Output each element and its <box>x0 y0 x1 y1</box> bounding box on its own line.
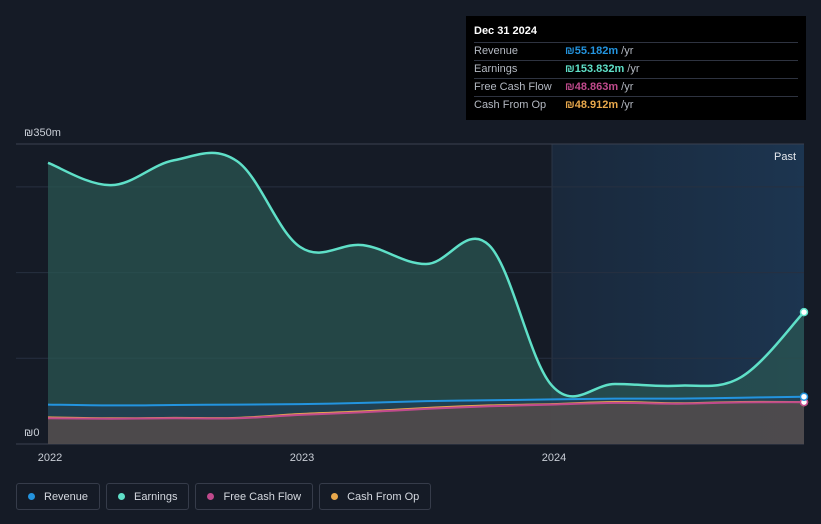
tooltip-value: ₪48.912m <box>565 99 619 111</box>
tooltip-value: ₪48.863m <box>565 81 619 93</box>
tooltip-date: Dec 31 2024 <box>474 24 798 43</box>
legend-label: Cash From Op <box>347 490 420 503</box>
x-tick-label: 2024 <box>542 452 566 464</box>
x-tick-label: 2022 <box>38 452 62 464</box>
tooltip-label: Earnings <box>474 63 518 75</box>
series-area-earnings <box>48 152 804 444</box>
series-area-cash-from-op <box>48 401 804 444</box>
series-line-earnings <box>47 151 805 398</box>
tooltip-value: ₪55.182m <box>565 45 619 57</box>
data-tooltip: Dec 31 2024 Revenue ₪55.182m /yr Earning… <box>466 16 806 120</box>
y-axis-min-label: ₪0 <box>24 427 39 439</box>
tooltip-value: ₪153.832m <box>565 63 625 75</box>
legend-item-cash-from-op[interactable]: Cash From Op <box>319 483 432 510</box>
series-end-point-revenue <box>799 392 809 401</box>
legend-dot-icon <box>331 493 339 500</box>
tooltip-label: Cash From Op <box>474 99 547 111</box>
x-tick-label: 2023 <box>290 452 314 464</box>
legend-item-earnings[interactable]: Earnings <box>106 483 190 510</box>
series-end-point-earnings <box>799 307 809 317</box>
tooltip-unit: /yr <box>621 99 634 111</box>
legend-item-revenue[interactable]: Revenue <box>16 483 101 510</box>
tooltip-label: Free Cash Flow <box>474 81 552 93</box>
tooltip-row-revenue: Revenue ₪55.182m /yr <box>474 43 798 61</box>
tooltip-unit: /yr <box>627 63 640 75</box>
past-label: Past <box>774 151 796 163</box>
tooltip-label: Revenue <box>474 45 519 57</box>
tooltip-row-free-cash-flow: Free Cash Flow ₪48.863m /yr <box>474 79 798 97</box>
legend-label: Free Cash Flow <box>223 490 302 503</box>
tooltip-row-earnings: Earnings ₪153.832m /yr <box>474 61 798 79</box>
tooltip-row-cash-from-op: Cash From Op ₪48.912m /yr <box>474 97 798 114</box>
legend-dot-icon <box>28 493 35 500</box>
y-axis-max-label: ₪350m <box>24 127 61 139</box>
series-area-free-cash-flow <box>48 402 804 444</box>
tooltip-unit: /yr <box>621 81 634 93</box>
tooltip-unit: /yr <box>621 45 634 57</box>
series-line-free-cash-flow <box>47 401 805 420</box>
series-area-revenue <box>48 396 804 444</box>
legend-label: Revenue <box>44 490 89 503</box>
legend-item-free-cash-flow[interactable]: Free Cash Flow <box>195 483 314 510</box>
legend-dot-icon <box>207 493 215 500</box>
chart-legend: Revenue Earnings Free Cash Flow Cash Fro… <box>16 483 432 510</box>
legend-label: Earnings <box>134 490 178 503</box>
series-line-revenue <box>47 395 805 407</box>
legend-dot-icon <box>118 493 126 500</box>
